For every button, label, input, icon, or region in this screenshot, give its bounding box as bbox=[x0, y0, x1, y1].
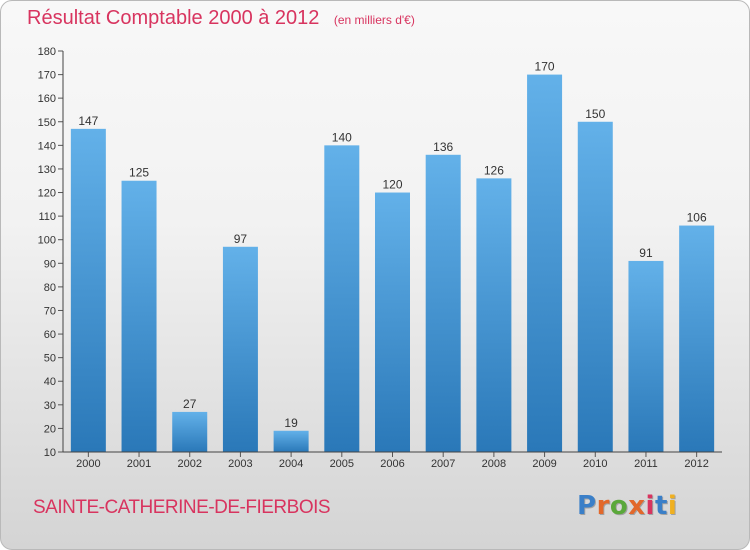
bar bbox=[476, 178, 512, 452]
proxiti-logo: Proxiti bbox=[577, 491, 677, 521]
bar bbox=[527, 74, 563, 453]
logo-letter: P bbox=[577, 491, 597, 521]
logo-letter: t bbox=[654, 491, 668, 521]
x-tick-label: 2012 bbox=[684, 458, 708, 470]
x-tick-label: 2006 bbox=[380, 458, 404, 470]
bar-value-label: 120 bbox=[382, 178, 402, 192]
y-tick-label: 30 bbox=[44, 400, 56, 412]
y-tick-label: 20 bbox=[44, 423, 56, 435]
bar bbox=[679, 225, 715, 452]
bar-value-label: 170 bbox=[535, 60, 555, 74]
bar-value-label: 106 bbox=[687, 211, 707, 225]
y-tick-label: 180 bbox=[38, 46, 56, 58]
y-tick-label: 60 bbox=[44, 329, 56, 341]
logo-letter: x bbox=[628, 491, 646, 521]
x-tick-label: 2001 bbox=[127, 458, 151, 470]
y-tick-label: 40 bbox=[44, 376, 56, 388]
x-tick-label: 2003 bbox=[228, 458, 252, 470]
logo-letter: o bbox=[609, 491, 629, 521]
bar bbox=[628, 260, 664, 452]
y-tick-label: 130 bbox=[38, 164, 56, 176]
bar-value-label: 136 bbox=[433, 140, 453, 154]
bar bbox=[222, 246, 258, 452]
bar-value-label: 125 bbox=[129, 166, 149, 180]
y-tick-label: 140 bbox=[38, 140, 56, 152]
x-tick-label: 2010 bbox=[583, 458, 607, 470]
y-tick-label: 110 bbox=[38, 211, 56, 223]
bar-value-label: 19 bbox=[284, 416, 298, 430]
y-tick-label: 80 bbox=[44, 282, 56, 294]
bar-value-label: 150 bbox=[585, 107, 605, 121]
bar bbox=[70, 128, 106, 452]
bar bbox=[121, 180, 157, 452]
bar bbox=[324, 145, 360, 452]
bar bbox=[375, 192, 410, 452]
y-tick-label: 150 bbox=[38, 117, 56, 129]
x-tick-label: 2002 bbox=[177, 458, 201, 470]
x-tick-label: 2011 bbox=[634, 458, 658, 470]
title-text: Résultat Comptable 2000 à 2012 bbox=[27, 7, 320, 29]
logo-letter: i bbox=[645, 491, 655, 521]
y-tick-label: 160 bbox=[38, 93, 56, 105]
x-tick-label: 2007 bbox=[431, 458, 455, 470]
x-tick-label: 2000 bbox=[76, 458, 100, 470]
bar bbox=[172, 411, 208, 452]
y-tick-label: 120 bbox=[38, 188, 56, 200]
y-tick-label: 50 bbox=[44, 353, 56, 365]
bar-value-label: 97 bbox=[234, 232, 248, 246]
y-tick-label: 10 bbox=[44, 447, 56, 459]
y-tick-label: 170 bbox=[38, 70, 56, 82]
bar bbox=[577, 121, 613, 452]
bar-value-label: 126 bbox=[484, 163, 504, 177]
chart-title: Résultat Comptable 2000 à 2012 (en milli… bbox=[27, 7, 415, 30]
bar bbox=[273, 430, 309, 452]
y-tick-label: 100 bbox=[38, 235, 56, 247]
unit-note: (en milliers d'€) bbox=[333, 13, 415, 27]
bar-value-label: 91 bbox=[639, 246, 653, 260]
commune-name: SAINTE-CATHERINE-DE-FIERBOIS bbox=[33, 497, 331, 518]
bar-value-label: 147 bbox=[78, 114, 98, 128]
x-tick-label: 2008 bbox=[482, 458, 506, 470]
y-tick-label: 90 bbox=[44, 258, 56, 270]
bar-value-label: 27 bbox=[183, 397, 197, 411]
bar bbox=[425, 154, 461, 452]
x-tick-label: 2009 bbox=[532, 458, 556, 470]
logo-letter: r bbox=[596, 491, 610, 521]
bar-value-label: 140 bbox=[332, 130, 352, 144]
x-tick-label: 2004 bbox=[279, 458, 303, 470]
x-tick-label: 2005 bbox=[330, 458, 354, 470]
logo-letter: i bbox=[667, 491, 678, 521]
y-tick-label: 70 bbox=[44, 305, 56, 317]
